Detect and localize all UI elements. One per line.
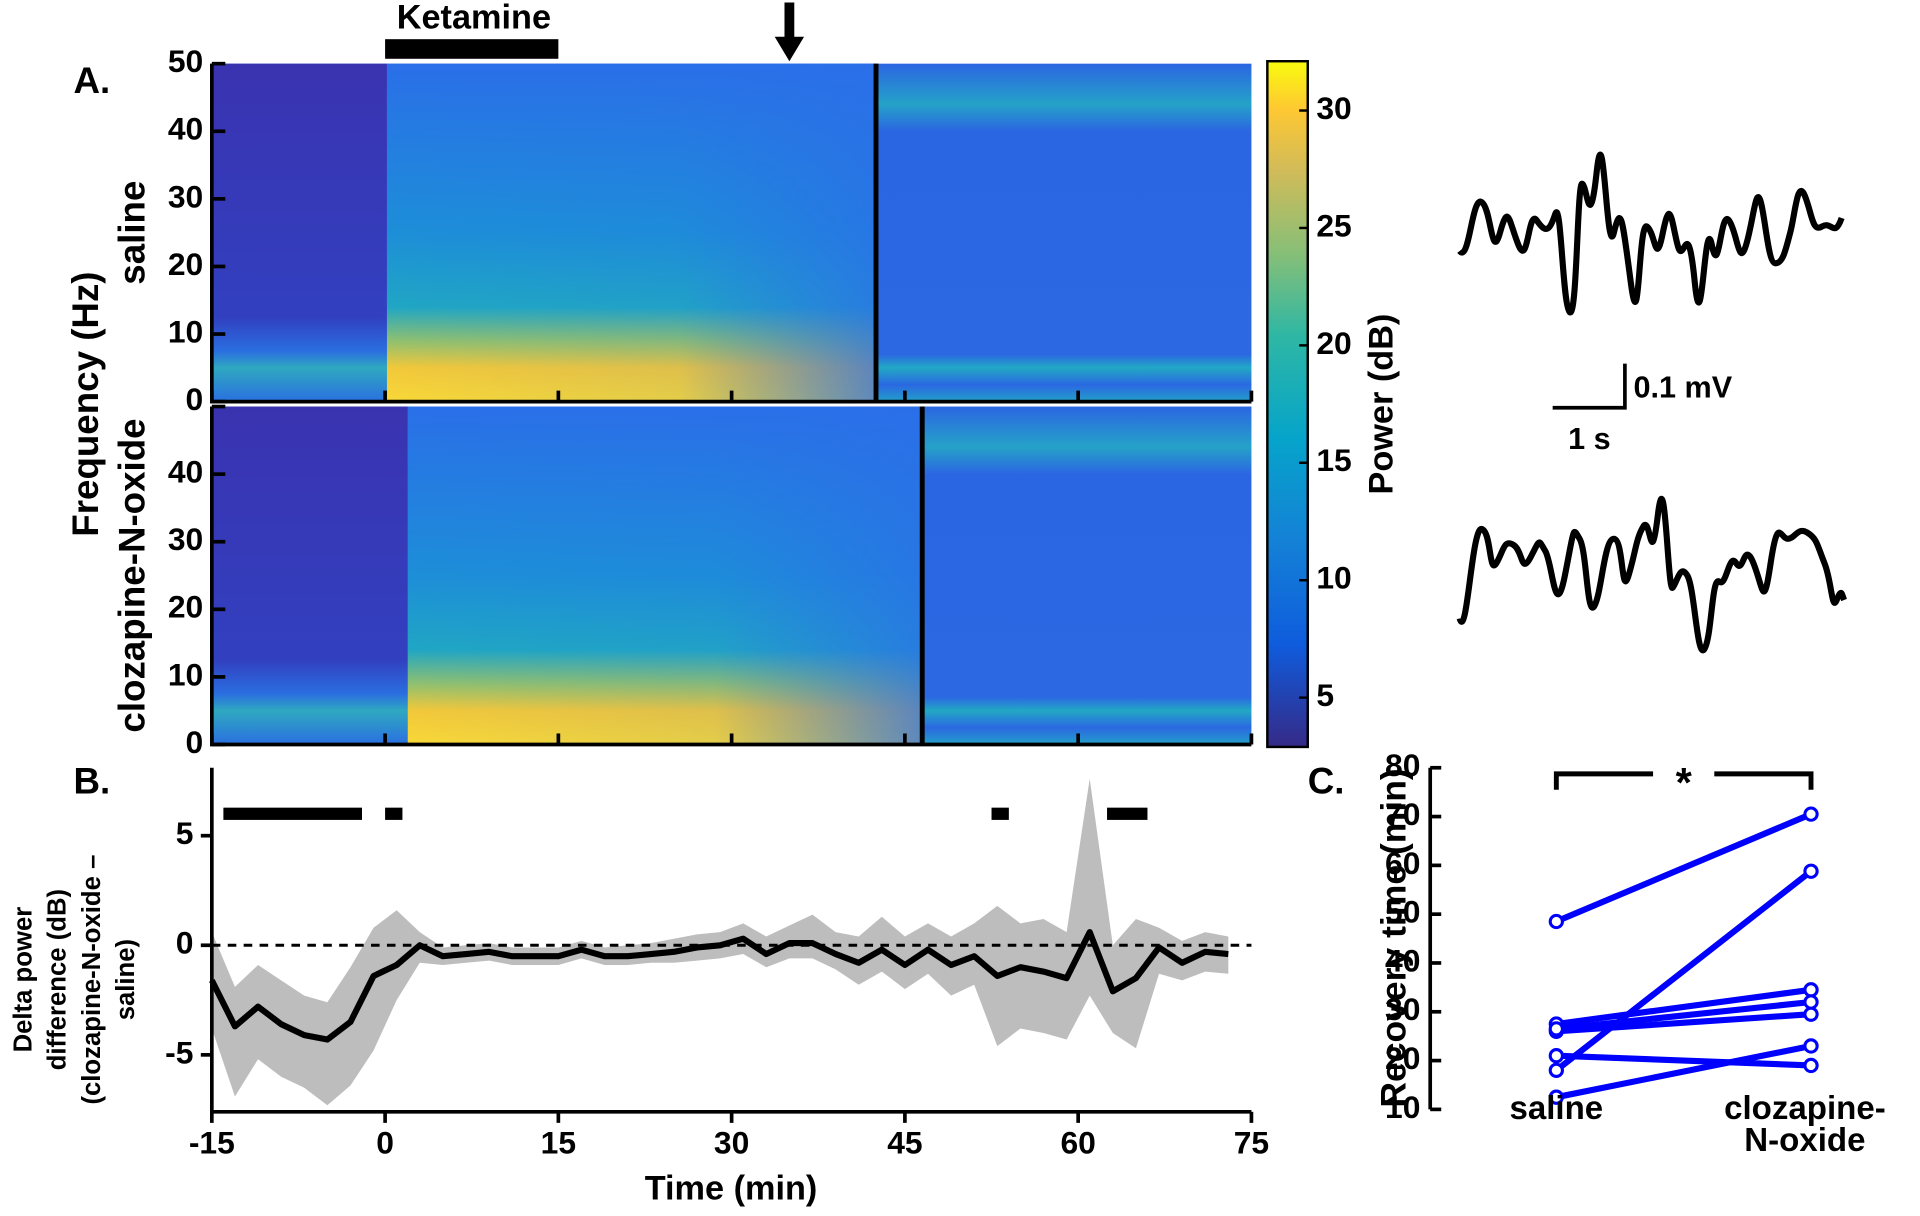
scale-time: 1 s: [1568, 422, 1611, 456]
colorbar-tick-label: 20: [1316, 325, 1351, 361]
pair-point: [1803, 863, 1819, 879]
pair-point: [1803, 994, 1819, 1010]
spectrogram-saline: [211, 63, 1252, 402]
y-tick-label: 50: [1385, 894, 1420, 930]
y-tick-label: 20: [1385, 1040, 1420, 1076]
significance-bar: [1107, 807, 1148, 820]
pair-line: [1555, 811, 1813, 925]
annotation: Ketamine: [397, 0, 551, 37]
y-tick-label: 40: [168, 111, 203, 147]
pair-point: [1548, 1062, 1564, 1078]
x-tick-label: -15: [189, 1124, 235, 1160]
x-tick-label: clozapine-N-oxide: [1724, 1089, 1886, 1159]
panel-label: C.: [1308, 760, 1345, 801]
colorbar-tick-label: 30: [1316, 90, 1351, 126]
colorbar-tick-label: 25: [1316, 207, 1351, 243]
arrow: [774, 2, 805, 62]
pair-point: [1548, 1089, 1564, 1105]
y-tick-label: 20: [168, 246, 203, 282]
y-axis-label: Frequency (Hz): [65, 271, 106, 536]
pair-line: [1556, 1011, 1812, 1035]
y-tick-label: 80: [1385, 747, 1420, 783]
y-tick-label: 30: [1385, 991, 1420, 1027]
y-axis-label: saline): [112, 939, 140, 1020]
pair-point: [1548, 1021, 1564, 1037]
y-tick-label: 0: [186, 381, 204, 417]
y-tick-label: 0: [176, 925, 194, 961]
mean-line: [209, 929, 1229, 1043]
y-tick-label: 40: [1385, 942, 1420, 978]
colorbar-tick-label: 5: [1316, 677, 1334, 713]
pair-line: [1555, 1042, 1812, 1101]
axis: [210, 767, 1252, 1114]
pair-point: [1803, 982, 1819, 998]
pair-point: [1548, 913, 1564, 930]
x-tick-label: 60: [1060, 1124, 1095, 1160]
ci-band: [211, 778, 1229, 1106]
x-tick-label: saline: [1509, 1089, 1604, 1127]
y-tick-label: -5: [165, 1034, 193, 1070]
colorbar-tick-label: 15: [1316, 442, 1351, 478]
significance-bracket: [1553, 771, 1814, 790]
x-tick-label: 45: [887, 1124, 922, 1160]
panel-label: B.: [73, 760, 110, 801]
x-tick-label: 30: [714, 1124, 749, 1160]
significance-label: *: [1676, 759, 1693, 806]
axis: [210, 63, 1252, 404]
panel-label: A.: [73, 60, 110, 101]
y-tick-label: 0: [186, 724, 204, 760]
cno-trace: [1456, 495, 1847, 654]
y-tick-label: 30: [168, 178, 203, 214]
y-tick-label: 20: [168, 589, 203, 625]
significance-bar: [385, 807, 403, 820]
y-tick-label: 30: [168, 521, 203, 557]
y-tick-label: 10: [168, 313, 203, 349]
pair-point: [1803, 1057, 1819, 1074]
significance-bar: [223, 807, 363, 820]
scale-bar: [1552, 363, 1627, 410]
y-tick-label: 40: [168, 454, 203, 490]
pair-line: [1554, 868, 1813, 1073]
y-axis-label: Delta power: [9, 907, 37, 1053]
scale-voltage: 0.1 mV: [1633, 370, 1732, 404]
panel-name: clozapine-N-oxide: [111, 418, 152, 732]
y-tick-label: 60: [1385, 845, 1420, 881]
saline-trace: [1457, 151, 1845, 316]
pair-line: [1556, 1052, 1812, 1069]
axis: [210, 406, 1252, 747]
pair-point: [1803, 1038, 1819, 1054]
y-tick-label: 10: [168, 656, 203, 692]
y-axis-label: difference (dB): [44, 889, 72, 1070]
pair-line: [1556, 998, 1812, 1032]
y-tick-label: 10: [1385, 1089, 1420, 1125]
y-tick-label: 50: [168, 43, 203, 79]
x-tick-label: 0: [376, 1124, 394, 1160]
spectrogram-cno: [211, 406, 1252, 745]
significance-bar: [991, 807, 1009, 820]
y-tick-label: 5: [176, 815, 194, 851]
colorbar-tick-label: 10: [1316, 560, 1351, 596]
x-axis-label: Time (min): [645, 1169, 818, 1207]
colorbar-label: Power (dB): [1363, 314, 1401, 495]
pair-line: [1555, 986, 1812, 1028]
x-tick-label: 15: [541, 1124, 576, 1160]
y-tick-label: 70: [1385, 796, 1420, 832]
y-axis-label: (clozapine-N-oxide –: [78, 855, 106, 1105]
colorbar: [1266, 60, 1309, 749]
pair-point: [1803, 1006, 1819, 1022]
panel-name: saline: [111, 181, 152, 285]
y-axis-label: Recovery time (min): [1373, 768, 1413, 1107]
x-tick-label: 75: [1234, 1124, 1269, 1160]
pair-point: [1803, 806, 1819, 822]
pair-point: [1548, 1048, 1564, 1064]
ketamine-bar: [385, 39, 559, 59]
